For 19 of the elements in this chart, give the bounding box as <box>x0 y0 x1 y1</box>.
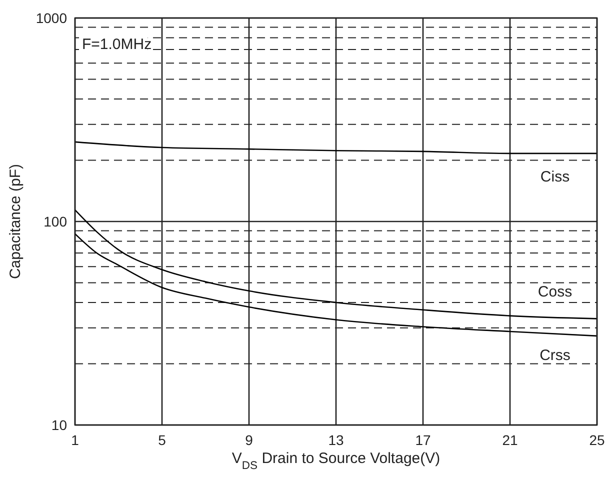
annotation: F=1.0MHz <box>82 36 152 53</box>
series-label: Ciss <box>540 168 570 186</box>
line-series <box>74 141 598 154</box>
x-tick-label: 25 <box>589 432 605 448</box>
y-tick-label: 10 <box>51 417 68 433</box>
x-axis-title: V$_{DS}$ Drain to Source Voltage(V) <box>232 450 440 472</box>
series-label: Coss <box>538 284 572 301</box>
line-series <box>74 209 598 320</box>
x-tick-label: 1 <box>71 432 80 448</box>
y-axis-title: Capacitance (pF) <box>7 164 24 280</box>
x-tick-label: 5 <box>158 432 166 448</box>
series-label: Crss <box>540 346 570 364</box>
y-tick-label: 100 <box>44 214 68 230</box>
x-tick-label: 21 <box>502 432 518 448</box>
x-tick-label: 9 <box>245 432 254 448</box>
x-tick-label: 13 <box>328 432 344 448</box>
y-tick-label: 1000 <box>36 10 68 26</box>
line-series <box>74 233 598 337</box>
x-tick-label: 17 <box>415 432 431 448</box>
